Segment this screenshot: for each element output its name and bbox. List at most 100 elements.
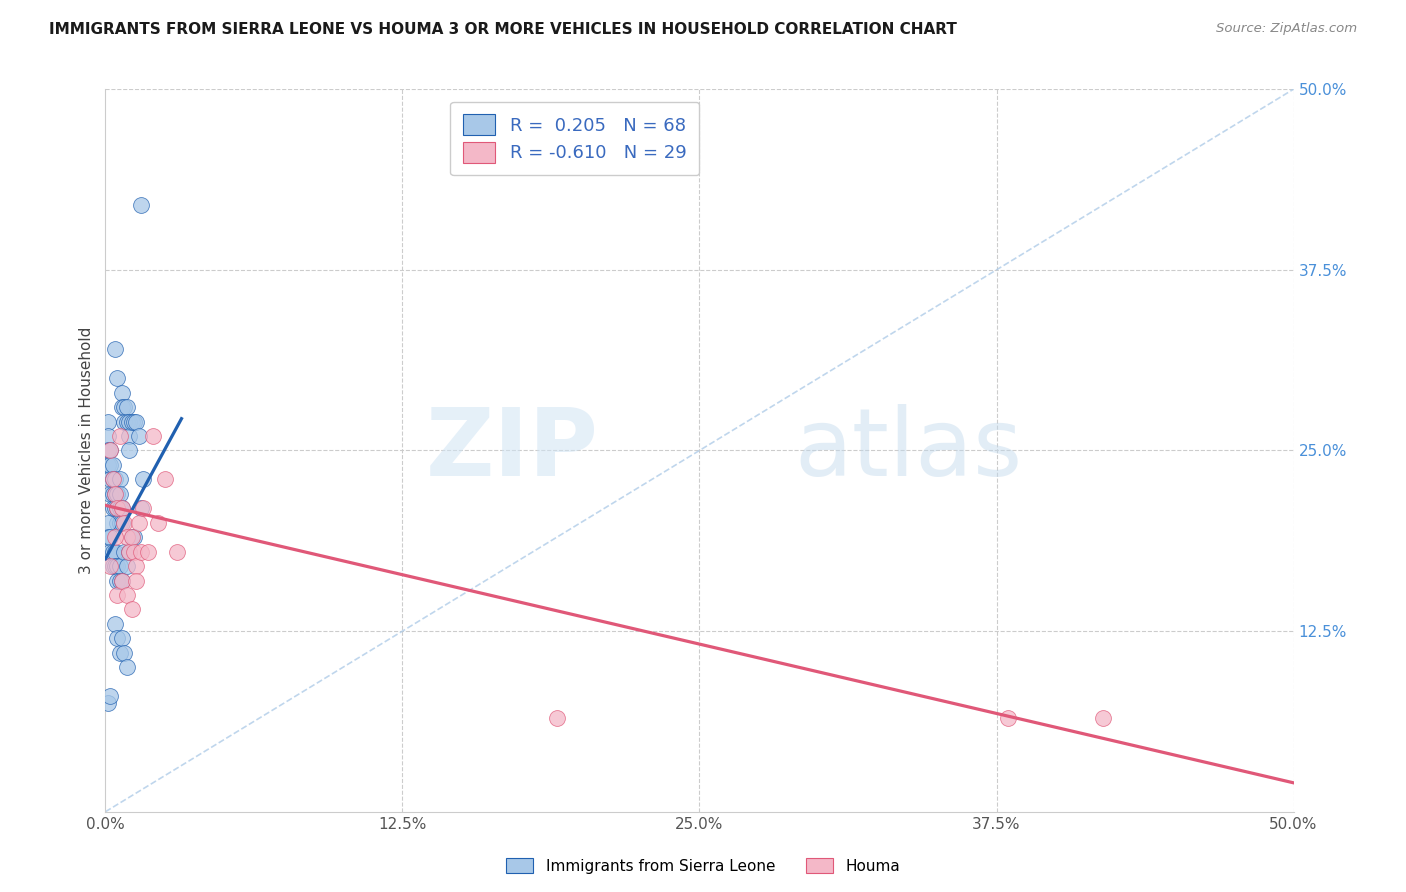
Point	[111, 501, 134, 516]
Point	[108, 559, 131, 574]
Point	[122, 415, 145, 429]
Point	[108, 472, 131, 486]
Point	[136, 544, 159, 558]
Point	[121, 602, 143, 616]
Point	[115, 588, 138, 602]
Point	[122, 530, 145, 544]
Point	[166, 544, 188, 558]
Point	[125, 574, 148, 588]
Point	[105, 501, 128, 516]
Point	[105, 516, 128, 530]
Point	[97, 516, 120, 530]
Point	[105, 574, 128, 588]
Point	[111, 501, 134, 516]
Point	[118, 443, 141, 458]
Point	[129, 544, 152, 558]
Point	[98, 443, 121, 458]
Point	[114, 646, 136, 660]
Point	[997, 711, 1019, 725]
Point	[125, 559, 148, 574]
Point	[1092, 711, 1115, 725]
Point	[108, 516, 131, 530]
Point	[97, 696, 120, 710]
Point	[98, 530, 121, 544]
Point	[104, 472, 127, 486]
Point	[111, 632, 134, 646]
Point	[129, 198, 152, 212]
Point	[111, 385, 134, 400]
Point	[111, 574, 134, 588]
Point	[101, 559, 124, 574]
Point	[114, 400, 136, 414]
Point	[105, 632, 128, 646]
Point	[98, 472, 121, 486]
Point	[129, 501, 152, 516]
Point	[114, 415, 136, 429]
Point	[104, 530, 127, 544]
Point	[104, 487, 127, 501]
Point	[104, 559, 127, 574]
Point	[108, 646, 131, 660]
Point	[118, 415, 141, 429]
Y-axis label: 3 or more Vehicles in Household: 3 or more Vehicles in Household	[79, 326, 94, 574]
Point	[108, 574, 131, 588]
Legend: Immigrants from Sierra Leone, Houma: Immigrants from Sierra Leone, Houma	[499, 852, 907, 880]
Point	[128, 516, 150, 530]
Point	[115, 660, 138, 674]
Point	[153, 472, 176, 486]
Point	[121, 530, 143, 544]
Point	[101, 458, 124, 472]
Point	[132, 472, 155, 486]
Point	[128, 429, 150, 443]
Point	[105, 487, 128, 501]
Point	[105, 371, 128, 385]
Point	[104, 343, 127, 357]
Point	[118, 544, 141, 558]
Point	[101, 501, 124, 516]
Point	[97, 429, 120, 443]
Point	[97, 458, 120, 472]
Point	[105, 501, 128, 516]
Point	[108, 429, 131, 443]
Point	[111, 516, 134, 530]
Point	[115, 559, 138, 574]
Point	[108, 501, 131, 516]
Point	[125, 415, 148, 429]
Point	[115, 530, 138, 544]
Legend: R =  0.205   N = 68, R = -0.610   N = 29: R = 0.205 N = 68, R = -0.610 N = 29	[450, 102, 699, 175]
Point	[104, 544, 127, 558]
Point	[101, 472, 124, 486]
Point	[111, 400, 134, 414]
Point	[118, 429, 141, 443]
Text: Source: ZipAtlas.com: Source: ZipAtlas.com	[1216, 22, 1357, 36]
Point	[132, 501, 155, 516]
Text: IMMIGRANTS FROM SIERRA LEONE VS HOUMA 3 OR MORE VEHICLES IN HOUSEHOLD CORRELATIO: IMMIGRANTS FROM SIERRA LEONE VS HOUMA 3 …	[49, 22, 957, 37]
Point	[98, 559, 121, 574]
Point	[97, 415, 120, 429]
Point	[121, 415, 143, 429]
Point	[108, 487, 131, 501]
Point	[98, 487, 121, 501]
Point	[105, 559, 128, 574]
Text: ZIP: ZIP	[426, 404, 599, 497]
Point	[104, 616, 127, 631]
Point	[546, 711, 568, 725]
Point	[98, 458, 121, 472]
Point	[111, 574, 134, 588]
Point	[97, 443, 120, 458]
Point	[114, 544, 136, 558]
Point	[101, 544, 124, 558]
Point	[104, 487, 127, 501]
Point	[122, 544, 145, 558]
Point	[98, 544, 121, 558]
Point	[142, 429, 165, 443]
Point	[101, 487, 124, 501]
Point	[146, 516, 169, 530]
Point	[104, 501, 127, 516]
Point	[118, 544, 141, 558]
Point	[115, 400, 138, 414]
Point	[97, 530, 120, 544]
Point	[114, 516, 136, 530]
Point	[101, 472, 124, 486]
Point	[98, 443, 121, 458]
